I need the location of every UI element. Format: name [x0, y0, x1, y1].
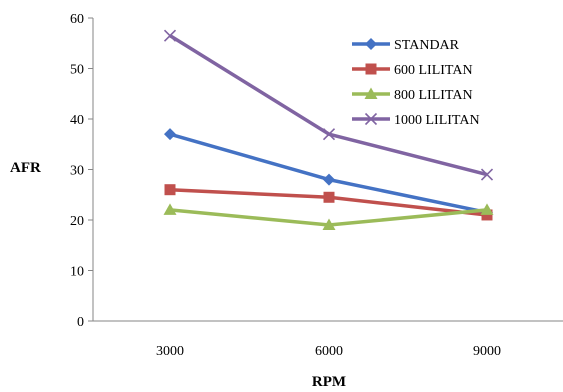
y-tick-label: 60	[70, 12, 84, 27]
legend-label: 1000 LILITAN	[394, 113, 480, 128]
data-point	[323, 173, 335, 186]
legend-item: 600 LILITAN	[352, 63, 473, 78]
y-tick-label: 50	[70, 63, 84, 78]
x-axis-title: RPM	[312, 374, 346, 390]
legend: STANDAR 600 LILITAN 800 LILITAN 1000 LILITA…	[352, 38, 480, 128]
data-point	[480, 203, 494, 215]
y-tick-label: 10	[70, 265, 84, 280]
legend-marker	[365, 38, 377, 50]
x-tick-label: 9000	[473, 344, 501, 359]
ticks: 0 10 20 30 40 50 60 3000 6000 9000	[70, 12, 501, 359]
data-point	[164, 184, 176, 196]
legend-item: 800 LILITAN	[352, 87, 473, 103]
data-point	[481, 209, 493, 221]
legend-marker	[365, 63, 377, 75]
y-tick-label: 20	[70, 214, 84, 229]
x-tick-label: 6000	[315, 344, 343, 359]
legend-marker	[364, 112, 378, 126]
series	[163, 29, 494, 231]
y-tick-label: 0	[77, 315, 84, 330]
data-point	[322, 218, 336, 231]
legend-item: STANDAR	[352, 38, 460, 53]
y-tick-label: 30	[70, 164, 84, 179]
legend-label: STANDAR	[394, 38, 460, 53]
y-axis-title: AFR	[10, 160, 41, 176]
legend-label: 600 LILITAN	[394, 63, 473, 78]
legend-item: 1000 LILITAN	[352, 112, 480, 128]
legend-label: 800 LILITAN	[394, 88, 473, 103]
series-0	[164, 128, 493, 219]
legend-marker	[364, 87, 378, 99]
data-point	[163, 29, 177, 42]
data-point	[480, 168, 494, 181]
data-point	[323, 191, 335, 203]
x-tick-label: 3000	[156, 344, 184, 359]
data-point	[322, 128, 336, 141]
series-1	[164, 184, 493, 221]
series-3	[163, 29, 494, 181]
series-2	[163, 203, 494, 231]
series-line	[169, 34, 488, 177]
data-point	[163, 203, 177, 215]
y-tick-label: 40	[70, 113, 84, 128]
data-point	[164, 128, 176, 141]
